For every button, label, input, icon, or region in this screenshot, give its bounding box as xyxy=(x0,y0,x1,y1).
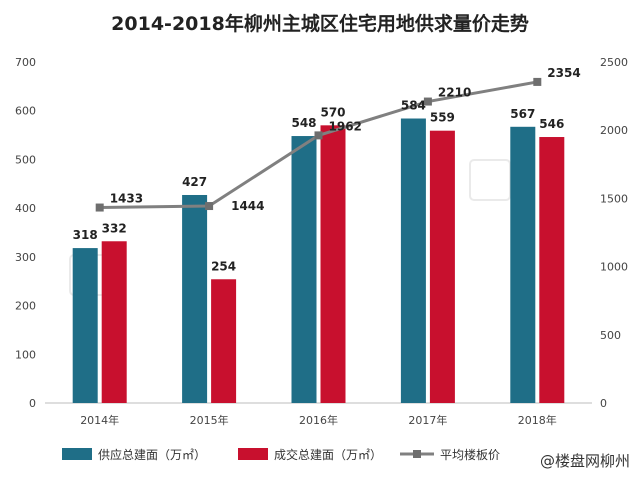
x-tick-label: 2014年 xyxy=(80,413,119,427)
legend-label: 成交总建面（万㎡） xyxy=(274,447,382,462)
transaction-bar xyxy=(101,241,127,403)
price-point xyxy=(314,131,323,140)
legend-swatch xyxy=(62,448,92,460)
price-point-label: 2210 xyxy=(438,86,471,100)
x-tick-label: 2016年 xyxy=(299,413,338,427)
transaction-bar xyxy=(429,130,455,404)
legend-marker xyxy=(413,450,421,458)
legend: 供应总建面（万㎡） 成交总建面（万㎡） 平均楼板价 xyxy=(62,447,500,462)
x-tick-label: 2018年 xyxy=(518,413,557,427)
y-left-tick-label: 400 xyxy=(15,202,36,215)
supply-bar-label: 318 xyxy=(73,228,98,242)
price-point xyxy=(533,77,542,86)
y-left-tick-label: 0 xyxy=(29,397,36,410)
price-point xyxy=(423,97,432,106)
supply-bar xyxy=(291,136,317,403)
transaction-bar xyxy=(539,137,565,403)
watermark-source: @楼盘网柳州 xyxy=(540,452,630,470)
transaction-bar-label: 546 xyxy=(539,117,564,131)
price-line xyxy=(95,77,542,212)
supply-bar-label: 427 xyxy=(182,175,207,189)
y-right-tick-label: 2500 xyxy=(600,56,628,69)
transaction-bar xyxy=(211,279,237,403)
y-left-tick-label: 200 xyxy=(15,300,36,313)
chart-title: 2014-2018年柳州主城区住宅用地供求量价走势 xyxy=(111,12,529,35)
supply-bar xyxy=(182,194,208,403)
price-point-label: 1444 xyxy=(231,199,264,213)
transaction-bar-label: 254 xyxy=(211,259,236,273)
y-left-tick-label: 600 xyxy=(15,105,36,118)
legend-swatch xyxy=(238,448,268,460)
supply-bar-label: 584 xyxy=(401,99,426,113)
y-right-tick-label: 2000 xyxy=(600,124,628,137)
transaction-bar-label: 559 xyxy=(430,111,455,125)
supply-bar-label: 548 xyxy=(291,116,316,130)
supply-bar xyxy=(72,248,98,403)
data-labels: 318 427 548 584 567 332 254 570 559 546 1433 1444 19… xyxy=(73,66,581,273)
supply-bar xyxy=(400,118,426,403)
supply-bar-label: 567 xyxy=(510,107,535,121)
transaction-bar xyxy=(320,125,346,403)
price-point-label: 1962 xyxy=(329,119,362,133)
price-point-label: 1433 xyxy=(110,192,143,206)
supply-bar xyxy=(510,126,536,403)
price-point xyxy=(205,202,214,211)
transaction-bar-label: 570 xyxy=(320,105,345,119)
price-line-path xyxy=(99,80,538,210)
x-tick-label: 2015年 xyxy=(190,413,229,427)
y-left-tick-label: 300 xyxy=(15,251,36,264)
transaction-bar-label: 332 xyxy=(102,221,127,235)
bars xyxy=(72,118,565,404)
x-tick-label: 2017年 xyxy=(408,413,447,427)
y-left-tick-label: 100 xyxy=(15,348,36,361)
y-right-tick-label: 500 xyxy=(600,329,621,342)
y-right-tick-label: 0 xyxy=(600,397,607,410)
y-left-tick-label: 500 xyxy=(15,153,36,166)
price-point xyxy=(95,203,104,212)
axes: 0 100 200 300 400 500 600 700 0 500 1000 1500 2000 25… xyxy=(15,56,628,427)
legend-label: 供应总建面（万㎡） xyxy=(98,447,206,462)
legend-label: 平均楼板价 xyxy=(440,447,500,462)
price-point-label: 2354 xyxy=(547,66,580,80)
y-left-tick-label: 700 xyxy=(15,56,36,69)
y-right-tick-label: 1500 xyxy=(600,192,628,205)
y-right-tick-label: 1000 xyxy=(600,261,628,274)
